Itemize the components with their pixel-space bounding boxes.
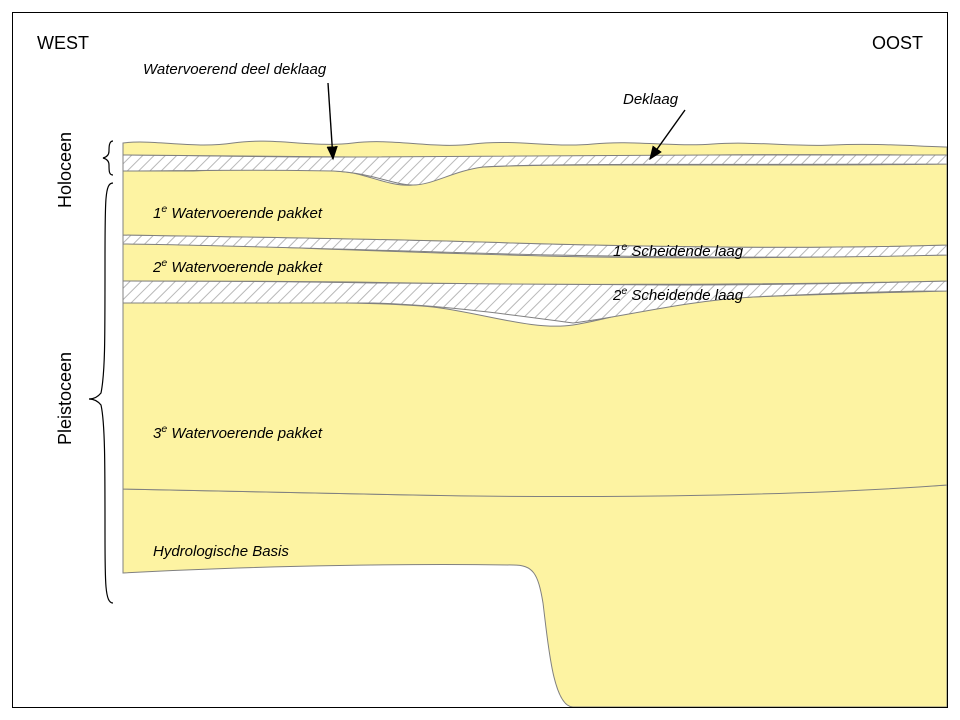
- label-wvp3: 3e Watervoerende pakket: [153, 423, 322, 442]
- layer-deklaag-sand-top: [123, 141, 947, 157]
- cross-section-diagram: WEST OOST Watervoerend deel deklaag Dekl…: [12, 12, 948, 708]
- label-pleistoceen: Pleistoceen: [55, 352, 76, 445]
- geology-svg: [13, 13, 947, 707]
- label-wvp2: 2e Watervoerende pakket: [153, 257, 322, 276]
- label-basis: Hydrologische Basis: [153, 543, 289, 560]
- label-holoceen: Holoceen: [55, 132, 76, 208]
- label-deklaag-top: Watervoerend deel deklaag: [143, 61, 326, 78]
- label-west: WEST: [37, 33, 89, 54]
- label-sch1: 1e Scheidende laag: [613, 241, 743, 260]
- layer-wvp3: [123, 291, 947, 497]
- holoceen-brace: [103, 141, 113, 175]
- label-sch2: 2e Scheidende laag: [613, 285, 743, 304]
- pleistoceen-brace: [89, 183, 113, 603]
- label-oost: OOST: [872, 33, 923, 54]
- layer-basis-sand: [123, 485, 947, 707]
- label-deklaag: Deklaag: [623, 91, 678, 108]
- label-wvp1: 1e Watervoerende pakket: [153, 203, 322, 222]
